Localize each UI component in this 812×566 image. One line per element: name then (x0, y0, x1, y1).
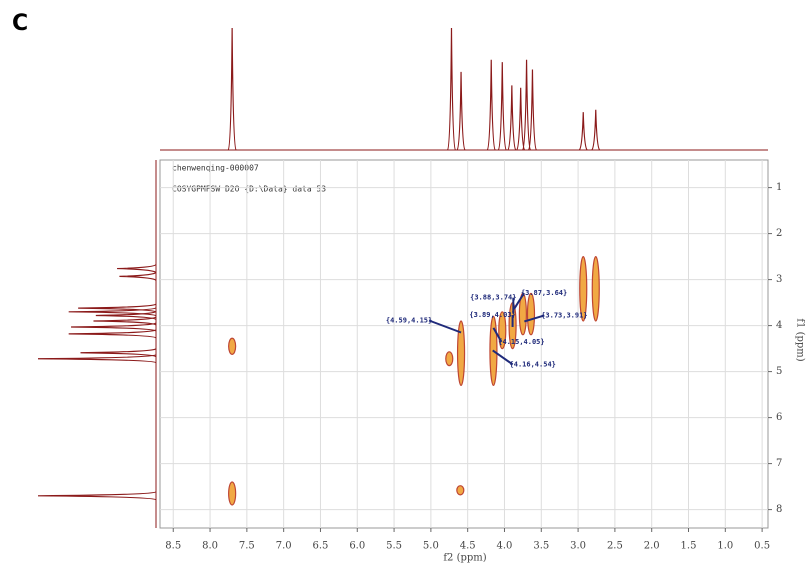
projection-peak (497, 62, 507, 151)
cross-peak (445, 351, 454, 367)
annotation-leader (513, 292, 525, 310)
y-tick-label: 8 (776, 504, 782, 515)
header-line: COSYGPMFSW D2O {D:\Data} data 53 (172, 185, 326, 194)
x-tick-label: 2.0 (644, 541, 660, 552)
annotation: {4.15,4.05} (498, 338, 544, 346)
projection-peak (456, 71, 466, 151)
x-tick-label: 8.0 (202, 541, 218, 552)
x-axis-label: f2 (ppm) (443, 553, 486, 564)
cross-peak (579, 255, 588, 322)
y-tick-label: 6 (776, 412, 782, 423)
x-tick-label: 4.0 (497, 541, 513, 552)
projection-peak (486, 59, 496, 151)
annotation: {3.88,3.74} (470, 294, 516, 302)
projection-peak (95, 310, 157, 321)
y-tick-label: 3 (776, 274, 782, 285)
annotation-leader (524, 314, 545, 323)
x-tick-label: 8.5 (165, 541, 181, 552)
annotation: {4.16,4.54} (510, 360, 556, 368)
projection-peak (516, 87, 526, 151)
projection-peak (227, 27, 237, 151)
x-tick-label: 7.0 (276, 541, 292, 552)
projection-peak (527, 69, 537, 151)
projection-peak (71, 322, 157, 332)
cross-peak (591, 255, 600, 322)
y-tick-label: 4 (776, 320, 782, 331)
annotation: {3.73,3.91} (541, 311, 587, 319)
projection-peak (591, 109, 601, 151)
x-tick-label: 7.5 (239, 541, 255, 552)
projection-peak (522, 59, 532, 151)
x-tick-label: 6.0 (349, 541, 365, 552)
x-tick-label: 3.0 (570, 541, 586, 552)
x-tick-label: 4.5 (460, 541, 476, 552)
y-tick-label: 5 (776, 366, 782, 377)
projection-peak (80, 348, 157, 358)
x-tick-label: 1.5 (681, 541, 697, 552)
plot-frame (159, 159, 769, 529)
projection-peak (93, 316, 157, 326)
cross-peak (228, 481, 237, 506)
y-axis-label: f1 (ppm) (795, 318, 806, 361)
header-line: chenwenqing-000007 (172, 164, 259, 173)
panel-label: C (12, 11, 28, 36)
annotation: {4.59,4.15} (386, 317, 432, 325)
projection-peak (68, 307, 157, 317)
cross-peak (228, 337, 237, 355)
projection-peak (578, 112, 588, 151)
x-tick-label: 5.0 (423, 541, 439, 552)
x-tick-label: 0.5 (754, 541, 770, 552)
x-tick-label: 3.5 (533, 541, 549, 552)
cross-peak (456, 320, 466, 387)
x-tick-label: 2.5 (607, 541, 623, 552)
projection-peak (446, 27, 457, 151)
annotation-leader (492, 327, 503, 343)
cross-peak (456, 485, 465, 496)
x-tick-label: 1.0 (717, 541, 733, 552)
y-tick-label: 7 (776, 458, 782, 469)
projection-peak (117, 264, 157, 274)
projection-peak (68, 329, 157, 339)
x-tick-label: 6.5 (313, 541, 329, 552)
y-tick-label: 1 (776, 182, 782, 193)
projection-peak (119, 271, 157, 281)
x-tick-label: 5.5 (386, 541, 402, 552)
projection-peak (507, 85, 517, 151)
annotation-leader (428, 319, 462, 334)
annotation-leader (492, 349, 514, 366)
projection-peak (37, 491, 157, 501)
cross-peak (526, 292, 536, 336)
y-tick-label: 2 (776, 228, 782, 239)
projection-peak (78, 303, 157, 313)
projection-peak (37, 354, 157, 364)
annotation: {3.89,4.03} (469, 311, 515, 319)
annotation: {3.87,3.64} (521, 289, 567, 297)
